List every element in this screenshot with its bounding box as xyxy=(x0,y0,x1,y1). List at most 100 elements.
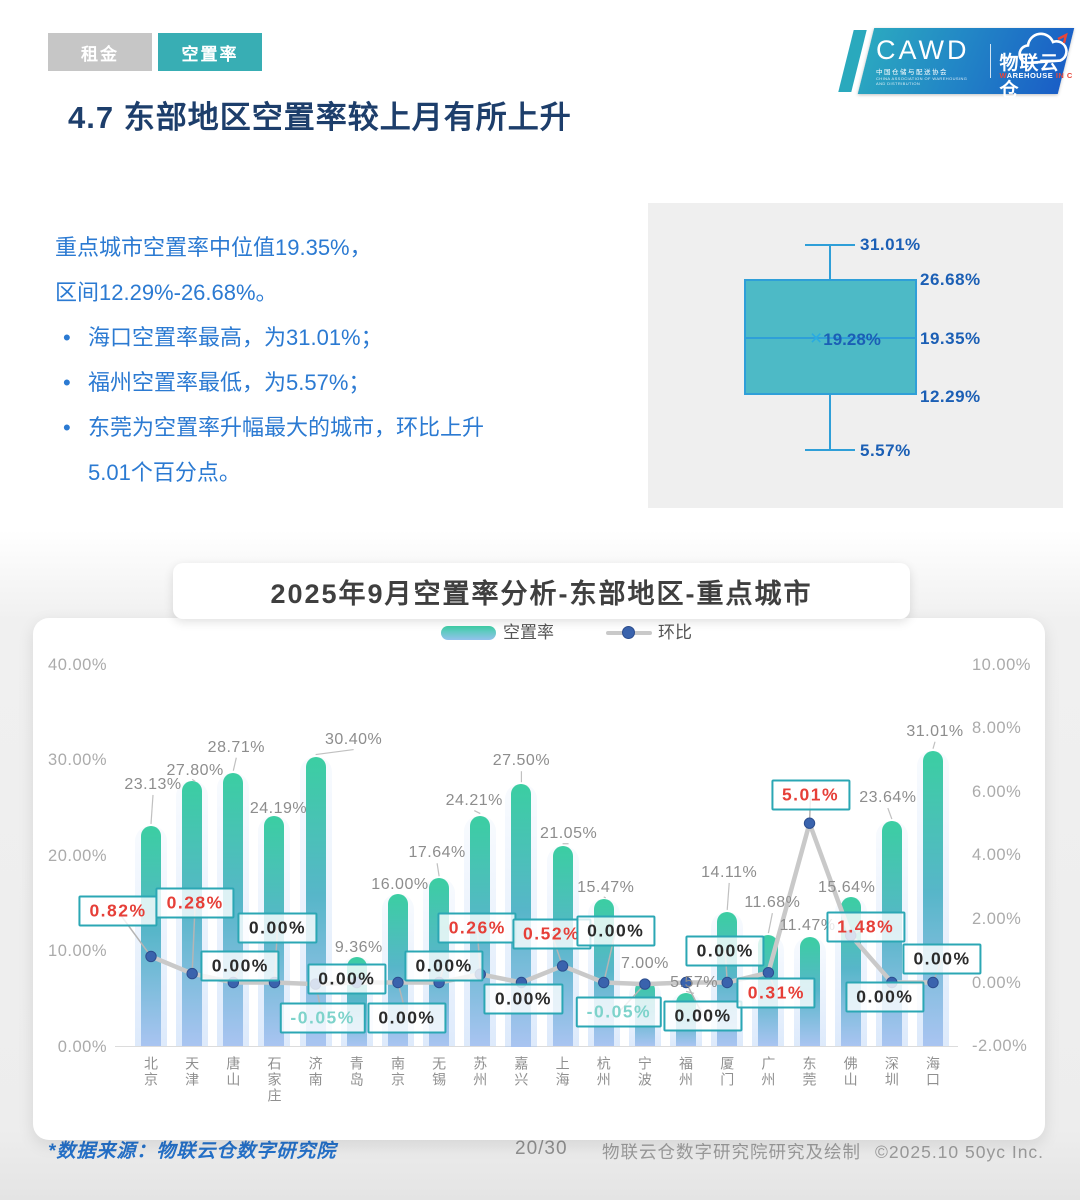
y-axis-left-tick: 40.00% xyxy=(48,656,107,674)
x-axis-city-label: 无锡 xyxy=(431,1056,448,1088)
x-axis-city-label: 海口 xyxy=(925,1056,941,1088)
mom-value-box: 0.28% xyxy=(155,887,235,919)
footer-page-number: 20/30 xyxy=(515,1138,568,1159)
bar-label-leader xyxy=(232,757,237,771)
x-axis-city-label: 深圳 xyxy=(883,1056,900,1088)
bullet-icon: • xyxy=(63,370,71,395)
bar-value-label: 23.13% xyxy=(124,775,182,793)
bar-value-label: 24.19% xyxy=(249,799,308,817)
x-axis-city-label: 石家庄 xyxy=(266,1056,283,1104)
brand-name-en: WAREHOUSE IN CLOUD xyxy=(999,71,1080,80)
summary-line-2: 区间12.29%-26.68%。 xyxy=(55,280,278,305)
line-data-point xyxy=(803,817,816,829)
vacancy-bar xyxy=(141,825,161,1047)
y-axis-left-tick: 0.00% xyxy=(57,1037,107,1056)
warehouse-in-cloud-logo: 物联云仓 WAREHOUSE IN CLOUD xyxy=(1000,32,1080,101)
bar-label-leader xyxy=(315,748,354,756)
x-axis-city-label: 唐山 xyxy=(225,1056,242,1088)
bar-label-leader xyxy=(150,794,154,824)
mom-value-box: 0.00% xyxy=(367,1002,447,1033)
mom-value-box: 5.01% xyxy=(770,779,851,811)
bullet-icon: • xyxy=(63,325,71,350)
x-axis-city-label: 福州 xyxy=(678,1056,695,1088)
line-data-point xyxy=(145,950,157,963)
bar-value-label: 15.64% xyxy=(818,879,876,897)
bar-value-label: 27.50% xyxy=(492,752,551,770)
y-axis-right-tick: 10.00% xyxy=(972,655,1031,674)
bullet-item: • 东莞为空置率升幅最大的城市，环比上升5.01个百分点。 xyxy=(55,405,488,495)
y-axis-right-tick: 4.00% xyxy=(972,846,1022,865)
tab-rent[interactable]: 租金 xyxy=(48,33,152,71)
mom-value-box: 0.00% xyxy=(483,983,563,1014)
y-axis-left-tick: 20.00% xyxy=(48,846,107,865)
mom-value-box: 1.48% xyxy=(826,911,906,943)
bar-value-label: 31.01% xyxy=(906,722,964,740)
mom-value-box: 0.00% xyxy=(237,912,318,943)
bar-value-label: 5.57% xyxy=(670,974,718,992)
bar-value-label: 9.36% xyxy=(334,939,383,957)
x-axis-city-label: 济南 xyxy=(307,1056,324,1088)
bar-label-leader xyxy=(932,741,936,749)
bar-label-leader xyxy=(726,882,730,910)
cawd-logo-subtext-en: CHINA ASSOCIATION OF WAREHOUSING AND DIS… xyxy=(876,75,968,86)
y-axis-left-tick: 10.00% xyxy=(48,942,107,961)
line-data-point xyxy=(639,978,651,990)
brand-name: 物联云仓 xyxy=(999,53,1060,101)
bar-label-leader xyxy=(191,778,196,782)
mom-value-box: 0.82% xyxy=(78,895,158,927)
boxplot-whisker-bottom-cap xyxy=(805,449,855,451)
mom-value-box: 0.00% xyxy=(845,981,925,1012)
bar-value-label: 11.68% xyxy=(744,894,801,912)
bar-value-label: 16.00% xyxy=(371,875,429,893)
summary-block: 重点城市空置率中位值19.35%， 区间12.29%-26.68%。 • 海口空置… xyxy=(55,225,630,495)
mom-value-box: 0.31% xyxy=(736,977,816,1009)
bar-value-label: 24.21% xyxy=(445,791,503,809)
bar-label-leader xyxy=(685,990,695,994)
logo-divider xyxy=(989,44,991,78)
boxplot-whisker-top-line xyxy=(829,244,831,281)
x-axis-city-label: 佛山 xyxy=(842,1056,859,1088)
bar-label-leader xyxy=(767,912,773,934)
y-axis-right-tick: -2.00% xyxy=(972,1037,1028,1056)
boxplot-panel: ×19.28% 31.01% 26.68% 19.35% 12.29% 5.57… xyxy=(648,203,1063,508)
tab-vacancy-active[interactable]: 空置率 xyxy=(158,33,262,71)
mom-value-box: 0.00% xyxy=(902,943,982,974)
mom-value-box: 0.00% xyxy=(576,915,656,946)
footer-data-source: *数据来源：物联云仓数字研究院 xyxy=(48,1141,337,1162)
mean-marker-icon: × xyxy=(810,327,823,350)
line-data-point xyxy=(680,976,692,989)
line-data-point xyxy=(556,960,569,972)
legend-bar-label: 空置率 xyxy=(503,623,554,642)
chart-title: 2025年9月空置率分析-东部地区-重点城市 xyxy=(270,578,813,609)
line-data-point xyxy=(598,976,610,989)
y-axis-right-tick: 8.00% xyxy=(972,719,1022,738)
bar-label-leader xyxy=(436,863,440,877)
mom-value-box: 0.00% xyxy=(200,950,280,981)
line-data-point xyxy=(392,976,404,989)
y-axis-left-tick: 30.00% xyxy=(48,751,107,770)
bullet-item: • 海口空置率最高，为31.01%； xyxy=(55,315,488,360)
boxplot-mean-value: ×19.28% xyxy=(810,327,881,350)
footer-credit: 物联云仓数字研究院研究及绘制 ©2025.10 50yc Inc. xyxy=(602,1139,1058,1164)
cawd-logo-subtext: 中国仓储与配送协会 xyxy=(876,68,948,76)
x-axis-city-label: 天津 xyxy=(184,1056,201,1088)
x-axis-city-label: 上海 xyxy=(554,1056,571,1088)
y-axis-right-tick: 2.00% xyxy=(972,909,1022,928)
summary-line-1: 重点城市空置率中位值19.35%， xyxy=(55,235,372,260)
x-axis-city-label: 北京 xyxy=(143,1056,159,1088)
x-axis-city-label: 厦门 xyxy=(719,1056,736,1088)
legend-bar-swatch xyxy=(441,626,496,640)
mom-value-box: -0.05% xyxy=(575,996,663,1028)
boxplot-median-label: 19.35% xyxy=(920,329,981,348)
boxplot-whisker-bottom-line xyxy=(829,393,831,451)
bar-value-label: 15.47% xyxy=(577,878,635,896)
boxplot-median-line xyxy=(744,337,917,339)
boxplot-min-label: 5.57% xyxy=(860,441,911,460)
bar-value-label: 11.47% xyxy=(779,917,836,935)
footer-credit-text: 物联云仓数字研究院研究及绘制 xyxy=(602,1142,861,1162)
bar-label-leader xyxy=(603,896,607,899)
bar-value-label: 14.11% xyxy=(701,863,758,881)
bar-value-label: 23.64% xyxy=(859,789,917,807)
mom-value-box: 0.26% xyxy=(437,912,517,944)
